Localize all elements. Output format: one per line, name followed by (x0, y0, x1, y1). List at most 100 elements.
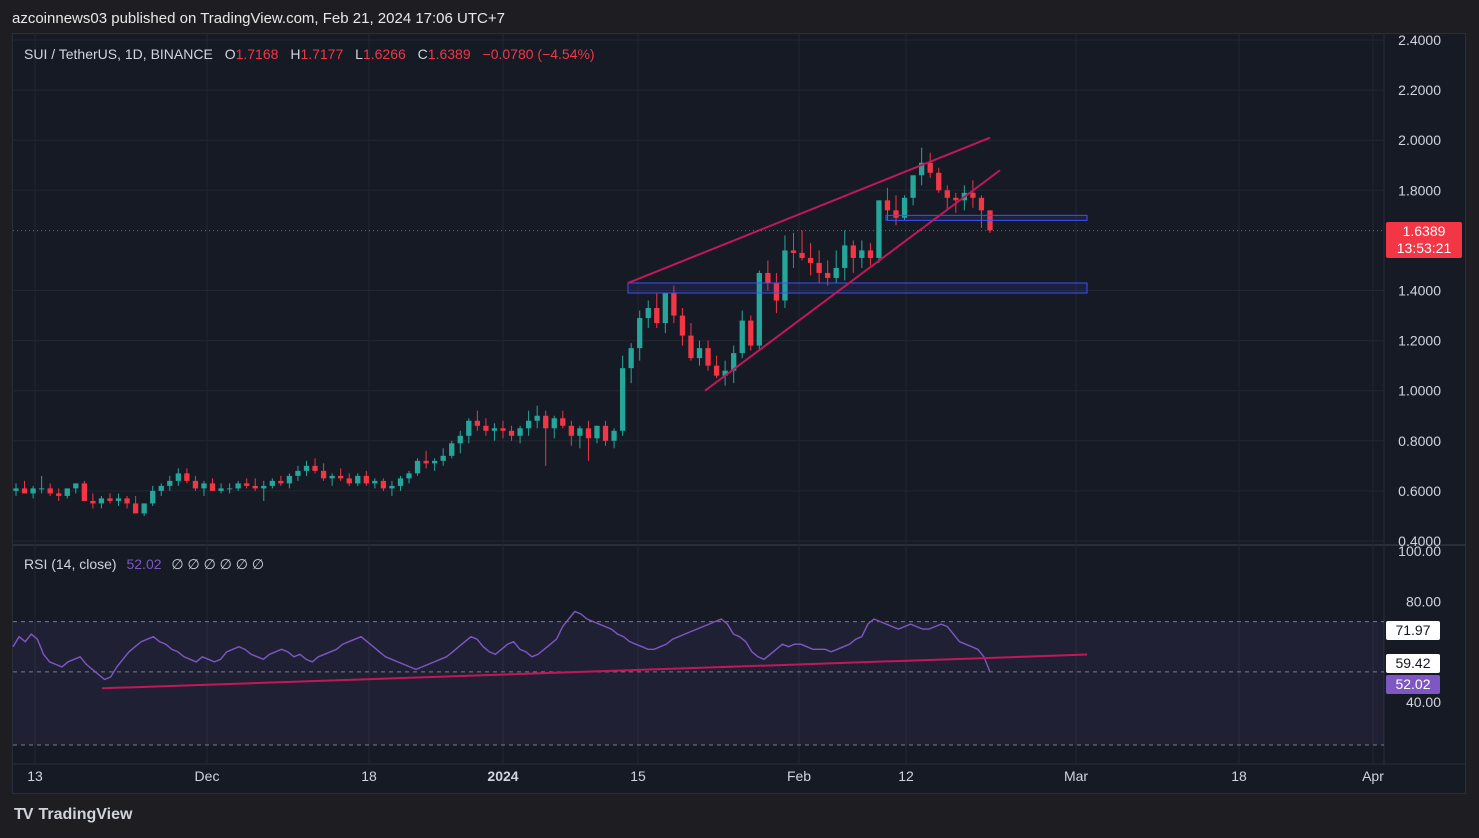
candle-body (560, 418, 566, 426)
candle-body (30, 488, 36, 494)
price-legend: SUI / TetherUS, 1D, BINANCE O1.7168 H1.7… (24, 46, 595, 62)
y-tick-label: 0.6000 (1398, 483, 1441, 499)
candle-body (842, 245, 848, 268)
candle-body (679, 315, 686, 336)
candle-body (269, 480, 275, 486)
support-zone (885, 214, 1088, 221)
y-tick-label: 1.8000 (1398, 182, 1441, 198)
candle-body (81, 483, 87, 501)
candle-body (594, 425, 600, 439)
candle-body (910, 175, 916, 198)
rsi-value: 52.02 (126, 556, 162, 572)
x-tick-label: 13 (27, 768, 43, 784)
candle-body (21, 488, 28, 494)
x-tick-label: Mar (1064, 768, 1088, 784)
candle-body (423, 460, 429, 464)
candle-body (645, 308, 651, 319)
candle-body (252, 485, 258, 489)
rsi-label[interactable]: RSI (14, close) (24, 556, 117, 572)
rsi-band-fill (13, 621, 1384, 745)
candle-body (773, 282, 780, 301)
candle-body (500, 428, 506, 431)
candle-body (637, 318, 643, 349)
x-tick-label: 2024 (487, 768, 518, 784)
candle-body (107, 498, 113, 501)
candle-body (440, 455, 446, 461)
candle-body (64, 488, 70, 496)
high-label: H (290, 46, 301, 62)
candle-body (56, 493, 62, 496)
candle-body (611, 430, 617, 441)
low-label: L (355, 46, 363, 62)
tradingview-footer[interactable]: TV TradingView (14, 806, 132, 824)
candle-body (295, 470, 301, 476)
candle-body (158, 485, 164, 491)
candle-body (662, 293, 668, 324)
wedge-trendline (627, 136, 991, 284)
candle-body (47, 488, 53, 494)
last-price-value: 1.6389 (1402, 223, 1446, 239)
candle-body (312, 465, 318, 471)
candle-body (303, 465, 310, 471)
last-price-tag: 1.6389 13:53:21 (1386, 222, 1462, 258)
candle-body (654, 308, 660, 324)
candle-body (525, 420, 532, 429)
candle-body (731, 353, 737, 371)
candle-body (978, 197, 985, 211)
candle-body (619, 368, 626, 431)
x-tick-label: Apr (1362, 768, 1384, 784)
candle-body (936, 172, 942, 191)
rsi-y-tick-label: 80.00 (1406, 593, 1441, 609)
candle-body (167, 480, 173, 486)
candle-body (261, 485, 267, 489)
candle-body (884, 200, 891, 211)
candle-body (124, 498, 130, 504)
open-value: 1.7168 (235, 46, 279, 62)
candle-body (141, 503, 147, 514)
rsi-current-tag: 52.02 (1386, 675, 1440, 694)
candle-body (150, 490, 156, 504)
high-value: 1.7177 (300, 46, 344, 62)
candle-body (517, 428, 523, 436)
rsi-na-values: ∅ ∅ ∅ ∅ ∅ ∅ (171, 556, 265, 572)
candle-body (722, 370, 728, 376)
symbol-label[interactable]: SUI / TetherUS, 1D, BINANCE (24, 46, 213, 62)
candle-body (73, 483, 79, 489)
candle-body (449, 443, 455, 456)
y-tick-label: 1.4000 (1398, 283, 1441, 299)
candle-body (363, 475, 369, 484)
candle-body (372, 480, 378, 484)
candle-body (474, 420, 481, 426)
y-tick-label: 0.8000 (1398, 433, 1441, 449)
close-value: 1.6389 (427, 46, 471, 62)
x-tick-label: 18 (361, 768, 377, 784)
candle-body (175, 473, 181, 481)
support-zone (627, 282, 1088, 294)
candle-body (671, 293, 677, 316)
candle-body (765, 272, 771, 283)
candle-body (585, 428, 592, 439)
open-label: O (224, 46, 236, 62)
candle-body (329, 475, 335, 479)
candle-body (944, 190, 950, 198)
x-tick-label: 12 (898, 768, 914, 784)
candle-body (867, 250, 874, 258)
tradingview-logo-icon: TV (14, 806, 33, 823)
candle-body (850, 245, 856, 258)
candle-body (859, 250, 865, 258)
rsi-y-tick-label: 40.00 (1406, 694, 1441, 710)
candle-body (825, 272, 831, 278)
wedge-trendline (704, 169, 1001, 392)
y-tick-label: 1.2000 (1398, 333, 1441, 349)
rsi-band-mid-tag: 59.42 (1386, 654, 1440, 673)
y-tick-label: 2.4000 (1398, 32, 1441, 48)
candle-body (466, 420, 472, 436)
candle-body (132, 503, 139, 514)
candle-body (406, 473, 412, 479)
bar-countdown: 13:53:21 (1396, 240, 1452, 256)
candle-body (380, 480, 387, 489)
candle-body (483, 425, 489, 431)
close-label: C (417, 46, 428, 62)
x-tick-label: Feb (787, 768, 811, 784)
